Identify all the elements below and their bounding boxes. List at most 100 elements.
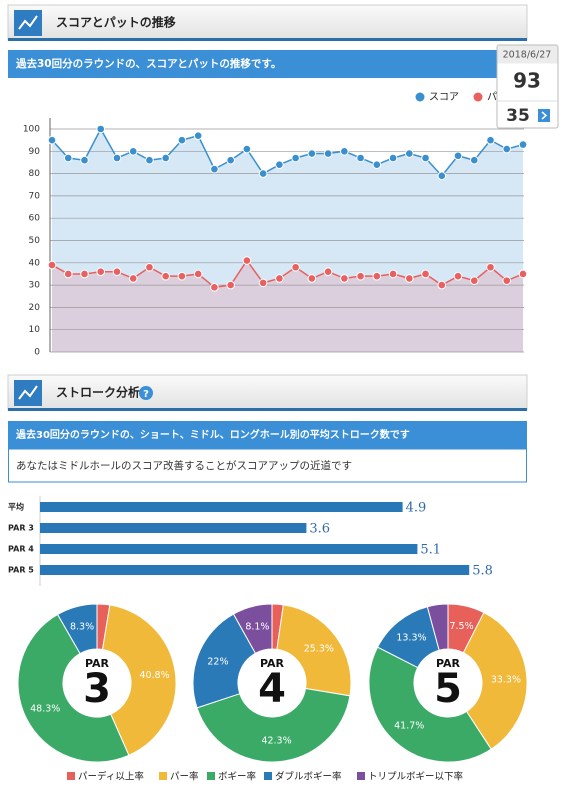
legend-label: ボギー率 <box>218 771 257 783</box>
legend-swatch <box>67 772 75 780</box>
data-point <box>63 153 73 163</box>
bar <box>40 544 418 554</box>
pie-slice <box>368 646 492 763</box>
data-point <box>291 262 300 272</box>
data-point <box>80 155 89 165</box>
y-tick-label: 20 <box>29 303 41 313</box>
data-point <box>258 278 268 288</box>
tooltip-button[interactable] <box>538 109 550 122</box>
area-fill <box>52 260 523 352</box>
data-point <box>421 153 430 163</box>
chevron <box>541 111 548 120</box>
data-point <box>128 147 138 156</box>
data-point <box>161 271 170 281</box>
category-label: PAR 4 <box>8 545 34 554</box>
category-label: PAR 5 <box>8 566 34 575</box>
slice-label: 8.1% <box>245 621 269 632</box>
data-point <box>193 269 203 279</box>
data-point <box>96 124 106 134</box>
data-point <box>226 155 235 165</box>
pie-center-number: 5 <box>434 666 462 712</box>
section-title: ストローク分析 <box>56 385 140 400</box>
data-point <box>405 274 414 283</box>
data-point <box>210 164 219 174</box>
data-point <box>275 160 284 169</box>
tooltip-date: 2018/6/27 <box>503 50 552 61</box>
data-point <box>437 280 447 290</box>
data-point <box>307 149 317 158</box>
pie-slice <box>17 613 130 763</box>
legend-label: パー率 <box>170 771 199 783</box>
legend-marker <box>473 92 483 102</box>
data-point <box>226 280 235 290</box>
data-point <box>307 274 317 283</box>
slice-label: 7.5% <box>449 621 473 632</box>
section-header: ストローク分析 ? <box>7 374 528 411</box>
slice-label: 33.3% <box>491 674 521 685</box>
slice-label: 48.3% <box>30 704 60 715</box>
slice-label: 8.3% <box>70 621 94 632</box>
data-point <box>469 155 479 165</box>
y-tick-label: 80 <box>29 169 41 179</box>
category-label: PAR 3 <box>8 524 34 533</box>
tooltip-header <box>497 45 558 64</box>
y-tick-label: 40 <box>29 258 41 268</box>
pie-slice <box>276 604 352 697</box>
data-point <box>193 131 203 140</box>
banner <box>8 50 527 78</box>
pie-center-title: PAR <box>436 657 461 670</box>
pie-slice <box>56 603 98 655</box>
pie-center-number: 3 <box>83 666 111 712</box>
data-point <box>518 269 528 279</box>
data-point <box>388 269 398 279</box>
data-point <box>258 169 268 178</box>
pie-slice <box>192 613 257 709</box>
tooltip-score: 93 <box>513 69 541 93</box>
pie-slice <box>462 611 528 750</box>
data-point <box>161 153 170 163</box>
line-chart: 0102030405060708090100スコアパット2018/6/27933… <box>23 44 559 358</box>
data-point <box>291 153 300 163</box>
value-label: 4.9 <box>406 501 427 516</box>
pie-charts: 40.8%48.3%8.3%PAR325.3%42.3%22%8.1%PAR47… <box>17 603 528 783</box>
y-tick-label: 60 <box>29 214 41 224</box>
y-tick-label: 10 <box>29 325 41 335</box>
data-point <box>372 160 382 169</box>
section-header: スコアとパットの推移 <box>7 4 528 41</box>
data-point <box>275 274 284 283</box>
data-point <box>356 153 365 163</box>
pie-center-number: 4 <box>258 666 286 712</box>
message-text: あなたはミドルホールのスコア改善することがスコアアップの近道です <box>16 459 352 472</box>
data-point <box>421 269 430 279</box>
bar <box>40 523 307 533</box>
data-point <box>518 140 528 149</box>
data-point <box>47 260 57 270</box>
data-point <box>453 271 463 281</box>
data-point <box>356 271 365 281</box>
data-point <box>372 271 382 281</box>
slice-label: 13.3% <box>396 632 426 643</box>
data-point <box>242 144 252 154</box>
bar <box>40 502 403 512</box>
value-label: 5.1 <box>420 543 441 558</box>
data-point <box>112 153 122 163</box>
bar <box>40 565 470 575</box>
banner <box>8 421 527 449</box>
data-point <box>128 274 138 283</box>
data-point <box>323 149 333 158</box>
legend-label: トリプルボギー以下率 <box>368 771 464 783</box>
data-point <box>405 149 414 158</box>
help-icon[interactable] <box>139 386 153 400</box>
data-point <box>323 267 333 277</box>
slice-label: 22% <box>207 656 228 667</box>
pie-slice <box>232 603 273 654</box>
legend-label: ダブルボギー率 <box>275 771 342 783</box>
data-point <box>177 271 187 281</box>
data-point <box>112 267 122 277</box>
slice-label: 41.7% <box>394 721 424 732</box>
data-point <box>177 135 187 145</box>
pie-slice <box>101 604 177 756</box>
data-point <box>96 267 106 277</box>
data-point <box>388 153 398 163</box>
legend-swatch <box>264 772 272 780</box>
